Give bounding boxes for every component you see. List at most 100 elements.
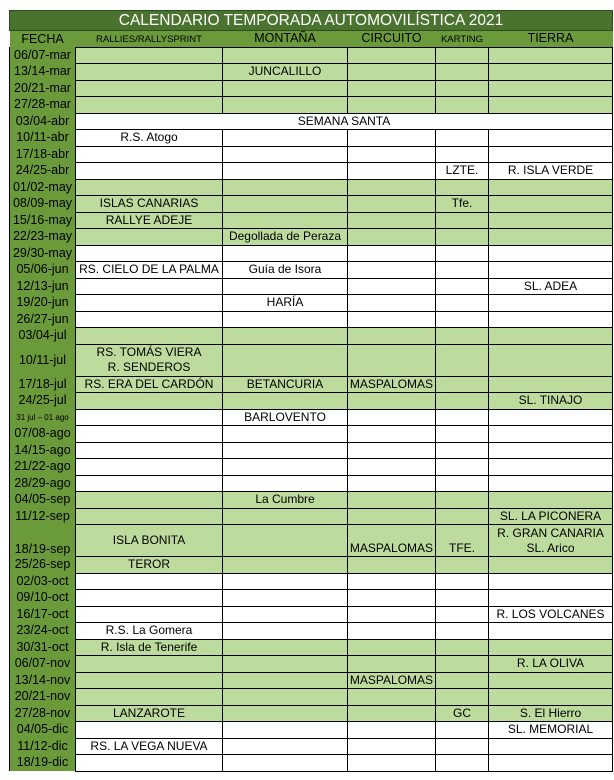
header-row: FECHA RALLIES/RALLYSPRINT MONTAÑA CIRCUI…: [9, 30, 613, 47]
table-row: 10/11-abr R.S. Atogo: [9, 129, 613, 147]
event-cell-karting: [435, 721, 489, 739]
event-cell-karting: [435, 474, 489, 492]
event-cell-rallies: [75, 491, 223, 509]
event-cell-montana: HARÍA: [222, 294, 348, 312]
calendar-title: CALENDARIO TEMPORADA AUTOMOVILÍSTICA 202…: [9, 10, 613, 31]
date-cell: 26/27-jun: [9, 311, 76, 328]
event-cell-tierra: [488, 622, 613, 640]
event-cell-montana: [222, 46, 348, 64]
table-row: 18/19-dic: [9, 754, 613, 772]
event-cell-tierra: [488, 79, 613, 97]
event-cell-rallies: [75, 277, 223, 295]
event-cell-montana: [222, 556, 348, 574]
event-cell-tierra: [488, 688, 613, 706]
event-cell-rallies: LANZAROTE: [75, 704, 223, 722]
event-cell-circuito: [347, 162, 436, 180]
date-cell: 04/05-dic: [9, 721, 76, 738]
date-cell: 03/04-abr: [9, 113, 76, 130]
event-cell-tierra: R. ISLA VERDE: [488, 162, 613, 180]
event-cell-tierra: [488, 294, 613, 312]
event-cell-montana: [222, 211, 348, 229]
table-row: 02/03-oct: [9, 572, 613, 590]
event-cell-karting: [435, 441, 489, 459]
event-cell-montana: [222, 458, 348, 476]
event-cell-rallies: [75, 145, 223, 163]
event-cell-karting: [435, 343, 489, 377]
table-row: 04/05-sep La Cumbre: [9, 491, 613, 509]
event-cell-karting: [435, 96, 489, 114]
event-cell-circuito: [347, 721, 436, 739]
date-cell: 10/11-abr: [9, 129, 76, 146]
table-row: 03/04-abr SEMANA SANTA: [9, 112, 613, 130]
table-row: 16/17-oct R. LOS VOLCANES: [9, 605, 613, 623]
event-cell-montana: [222, 277, 348, 295]
event-cell-tierra: R. LA OLIVA: [488, 655, 613, 673]
table-row: 13/14-nov MASPALOMAS: [9, 671, 613, 689]
event-cell-montana: [222, 572, 348, 590]
event-cell-circuito: [347, 63, 436, 81]
event-cell-rallies: [75, 671, 223, 689]
event-cell-montana: [222, 310, 348, 328]
event-cell-circuito: [347, 408, 436, 426]
event-cell-rallies: ISLA BONITA: [75, 524, 223, 557]
event-cell-karting: [435, 754, 489, 772]
event-cell-tierra: [488, 63, 613, 81]
event-cell-rallies: [75, 507, 223, 525]
date-cell: 30/31-oct: [9, 639, 76, 656]
event-cell-circuito: [347, 145, 436, 163]
date-cell: 31 jul – 01 ago: [9, 409, 76, 426]
table-row: 13/14-mar JUNCALILLO: [9, 63, 613, 81]
event-cell-tierra: [488, 195, 613, 213]
event-cell-rallies: [75, 441, 223, 459]
date-cell: 06/07-nov: [9, 655, 76, 672]
event-cell-karting: [435, 605, 489, 623]
date-cell: 18/19-sep: [9, 524, 76, 557]
date-cell: 13/14-mar: [9, 63, 76, 80]
event-cell-montana: [222, 721, 348, 739]
event-cell-tierra: [488, 310, 613, 328]
event-cell-circuito: [347, 491, 436, 509]
event-cell-tierra: SL. MEMORIAL: [488, 721, 613, 739]
event-cell-karting: [435, 556, 489, 574]
event-cell-tierra: [488, 244, 613, 262]
event-cell-montana: [222, 671, 348, 689]
date-cell: 04/05-sep: [9, 491, 76, 508]
date-cell: 17/18-jul: [9, 376, 76, 393]
event-cell-tierra: [488, 556, 613, 574]
event-cell-montana: [222, 441, 348, 459]
event-cell-montana: [222, 425, 348, 443]
event-cell-circuito: [347, 474, 436, 492]
event-cell-rallies: [75, 46, 223, 64]
event-cell-montana: [222, 79, 348, 97]
event-cell-montana: [222, 589, 348, 607]
event-cell-karting: [435, 737, 489, 755]
table-row: 21/22-ago: [9, 458, 613, 476]
event-cell-circuito: [347, 441, 436, 459]
holiday-cell: SEMANA SANTA: [75, 112, 613, 130]
event-cell-montana: [222, 507, 348, 525]
event-cell-karting: [435, 327, 489, 345]
event-cell-tierra: [488, 754, 613, 772]
table-row: 27/28-nov LANZAROTE GC S. El Hierro: [9, 704, 613, 722]
event-cell-rallies: RS. ERA DEL CARDÓN: [75, 375, 223, 393]
event-cell-circuito: [347, 277, 436, 295]
event-cell-rallies: [75, 96, 223, 114]
event-cell-karting: [435, 129, 489, 147]
event-cell-tierra: SL. ADEA: [488, 277, 613, 295]
event-cell-circuito: [347, 458, 436, 476]
event-cell-karting: [435, 425, 489, 443]
event-cell-circuito: [347, 622, 436, 640]
event-cell-rallies: [75, 754, 223, 772]
event-cell-tierra: [488, 327, 613, 345]
table-row: 04/05-dic SL. MEMORIAL: [9, 721, 613, 739]
event-cell-circuito: [347, 294, 436, 312]
table-row: 20/21-nov: [9, 688, 613, 706]
event-cell-karting: [435, 375, 489, 393]
table-row: 11/12-sep SL. LA PICONERA: [9, 507, 613, 525]
table-row: 10/11-jul RS. TOMÁS VIERA R. SENDEROS: [9, 343, 613, 377]
event-cell-montana: [222, 96, 348, 114]
table-row: 09/10-oct: [9, 589, 613, 607]
event-cell-tierra: [488, 375, 613, 393]
date-cell: 06/07-mar: [9, 47, 76, 64]
event-cell-karting: [435, 46, 489, 64]
